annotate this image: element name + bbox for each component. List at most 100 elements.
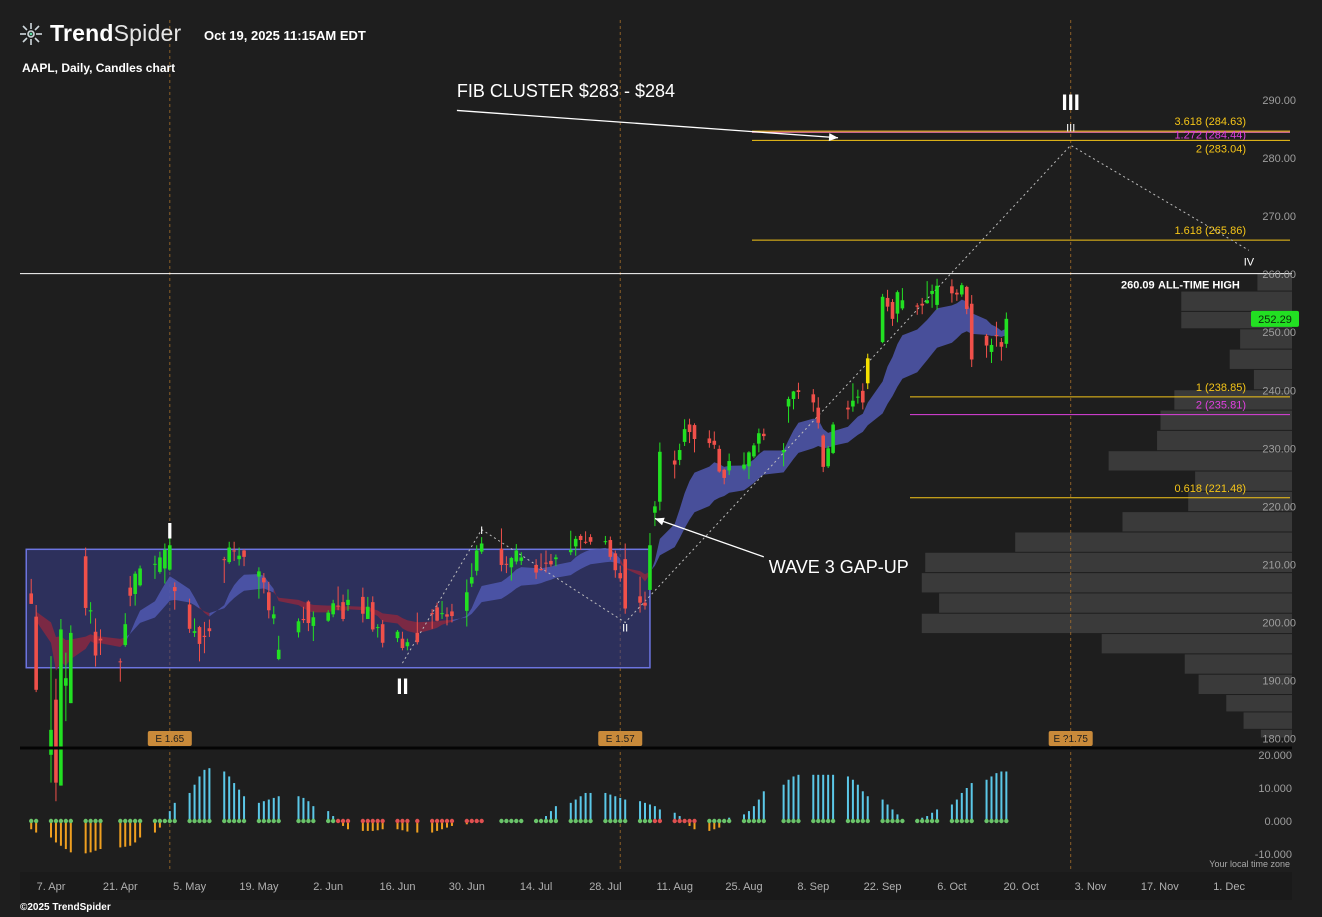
- candle-body: [712, 440, 717, 445]
- oscillator-dot: [167, 818, 172, 824]
- candle-body: [306, 601, 311, 624]
- price-tick: 230.00: [1262, 443, 1296, 455]
- oscillator-dot: [677, 818, 682, 824]
- oscillator-dot: [900, 818, 905, 824]
- oscillator-dot: [162, 818, 168, 824]
- oscillator-dot: [578, 818, 583, 824]
- candle-body: [935, 285, 939, 305]
- candle-body: [445, 614, 449, 617]
- candle-body: [831, 424, 835, 453]
- date-tick: 1. Dec: [1213, 881, 1245, 893]
- volume-profile-bar: [1101, 634, 1292, 654]
- date-tick: 16. Jun: [379, 881, 415, 893]
- candle-body: [207, 628, 212, 632]
- oscillator-dot: [682, 818, 687, 824]
- oscillator-dot: [751, 818, 757, 824]
- oscillator-dot: [850, 818, 856, 824]
- oscillator-dot: [999, 818, 1004, 824]
- candle-body: [672, 460, 677, 465]
- ma-ribbon-bear: [36, 611, 126, 671]
- candle-body: [346, 599, 350, 606]
- date-tick: 19. May: [239, 881, 279, 893]
- candle-body: [960, 285, 964, 295]
- volume-profile-bar: [1157, 430, 1292, 451]
- oscillator-dot: [68, 818, 74, 824]
- candle-body: [583, 541, 588, 543]
- oscillator-dot: [380, 818, 385, 824]
- candle-body: [276, 649, 281, 660]
- volume-profile-bar: [1160, 410, 1292, 430]
- wave-label: III: [1066, 122, 1075, 134]
- candle-body: [900, 300, 905, 309]
- candle-body: [964, 286, 969, 309]
- candle-body: [856, 396, 860, 398]
- wave-label: II: [622, 623, 628, 635]
- candle-body: [430, 613, 434, 615]
- candle-body: [821, 435, 825, 467]
- oscillator-dot: [741, 818, 747, 824]
- oscillator-dot: [326, 818, 331, 824]
- oscillator-dot: [825, 818, 831, 824]
- candle-body: [826, 448, 830, 467]
- oscillator-dot: [514, 818, 519, 824]
- candle-body: [885, 297, 890, 307]
- ma-ribbon-bull: [209, 574, 274, 617]
- candle-body: [653, 506, 657, 513]
- ma-ribbon-bull: [451, 547, 621, 622]
- oscillator-dot: [63, 818, 69, 824]
- candle-body: [643, 602, 647, 606]
- price-axis[interactable]: 180.00 190.00 200.00 210.00 220.00 230.00 240.…: [1262, 95, 1296, 746]
- oscillator-dot: [474, 818, 479, 824]
- candle-body: [677, 450, 682, 460]
- annotations: FIB CLUSTER $283 - $284 WAVE 3 GAP-UP: [456, 81, 909, 577]
- oscillator-dot: [949, 818, 955, 824]
- volume-profile-bar: [921, 613, 1292, 634]
- candle-body: [341, 602, 345, 619]
- oscillator-dot: [187, 818, 192, 824]
- oscillator-dot: [855, 818, 861, 824]
- oscillator-dot: [637, 818, 643, 824]
- volume-profile-bar: [939, 593, 1292, 613]
- candle-body: [1004, 318, 1009, 344]
- candle-body: [172, 587, 177, 592]
- oscillator-dot: [192, 818, 197, 824]
- oscillator-dot: [405, 818, 410, 824]
- wave-path: [402, 144, 1250, 664]
- candle-body: [301, 618, 306, 621]
- candle-body: [366, 606, 370, 619]
- oscillator-dot: [726, 818, 732, 824]
- oscillator-dot: [608, 818, 613, 824]
- candle-body: [232, 550, 236, 552]
- candle-body: [648, 545, 652, 590]
- candle-body: [554, 557, 558, 560]
- oscillator-dot: [509, 818, 514, 824]
- ma-ribbon-bear: [620, 558, 650, 582]
- volume-profile: [921, 274, 1292, 738]
- oscillator-dot: [464, 818, 469, 824]
- candle-body: [504, 563, 509, 565]
- oscillator-dot: [519, 818, 524, 824]
- volume-profile-bar: [1122, 512, 1292, 532]
- volume-profile-bar: [1260, 729, 1292, 738]
- candle-body: [613, 553, 618, 571]
- oscillator-dot: [954, 818, 960, 824]
- candle-body: [950, 286, 954, 294]
- brand-name: TrendSpider: [50, 20, 182, 46]
- candle-body: [722, 469, 726, 478]
- price-tick: 180.00: [1262, 734, 1296, 746]
- date-axis[interactable]: 7. Apr 21. Apr 5. May 19. May 2. Jun 16. Jun 3…: [20, 872, 1292, 900]
- candle-body: [682, 429, 687, 442]
- oscillator-dot: [885, 818, 890, 824]
- oscillator-dot: [434, 818, 440, 824]
- earnings-label: E 1.57: [606, 734, 635, 745]
- earnings-badge: [598, 731, 643, 746]
- brand-logo: TrendSpider: [18, 20, 181, 47]
- oscillator-dot: [306, 818, 311, 824]
- oscillator-dot: [29, 818, 34, 824]
- candle-body: [435, 607, 439, 621]
- annotation-arrowhead: [828, 133, 839, 142]
- candle-body: [326, 612, 330, 621]
- oscillator-dot: [340, 818, 346, 824]
